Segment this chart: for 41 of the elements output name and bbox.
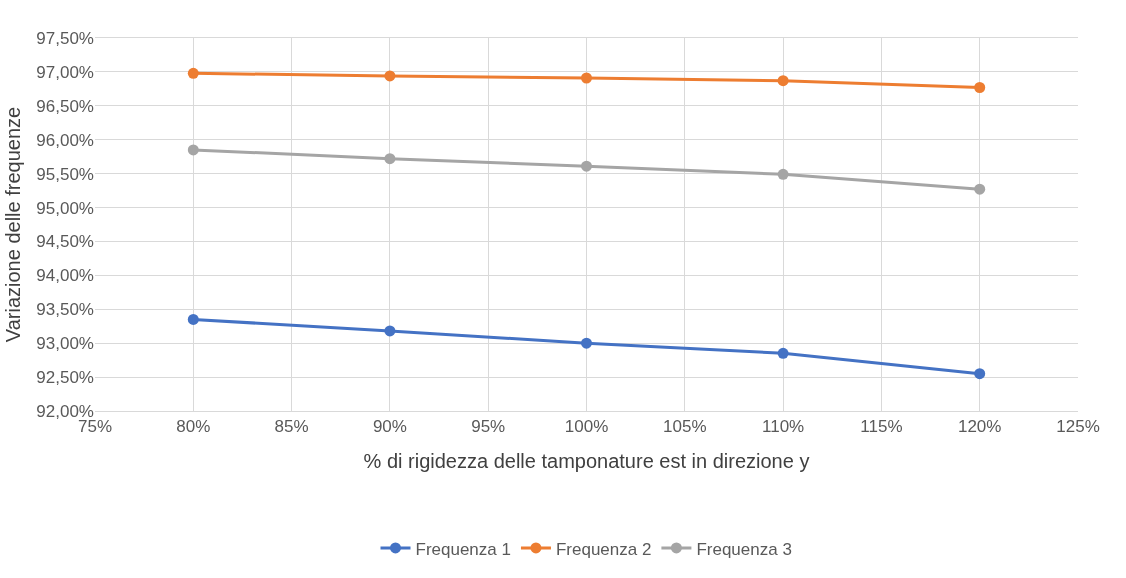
legend-label: Frequenza 3 bbox=[696, 539, 792, 559]
point bbox=[384, 153, 396, 165]
point bbox=[187, 313, 199, 325]
y-tick-label: 95,00% bbox=[36, 198, 94, 218]
point bbox=[974, 82, 986, 94]
point bbox=[384, 70, 396, 82]
y-tick-label: 96,50% bbox=[36, 96, 94, 116]
point bbox=[384, 325, 396, 337]
legend-label: Frequenza 2 bbox=[555, 539, 652, 559]
x-tick-label: 85% bbox=[274, 417, 309, 437]
point bbox=[187, 144, 199, 156]
x-tick-label: 80% bbox=[176, 417, 211, 437]
x-tick-label: 115% bbox=[860, 417, 903, 437]
point bbox=[777, 347, 789, 359]
y-tick-label: 94,00% bbox=[36, 266, 94, 286]
x-axis-title: % di rigidezza delle tamponature est in direzione y bbox=[363, 449, 810, 472]
point bbox=[187, 67, 199, 79]
x-tick-label: 120% bbox=[957, 417, 1002, 437]
x-tick-label: 110% bbox=[761, 417, 805, 437]
point bbox=[974, 368, 986, 380]
y-tick-label: 97,50% bbox=[36, 28, 94, 48]
y-tick-label: 95,50% bbox=[36, 164, 94, 184]
y-tick-label: 92,50% bbox=[36, 368, 94, 388]
point bbox=[777, 75, 789, 87]
point bbox=[581, 72, 592, 84]
y-tick-label: 94,50% bbox=[36, 232, 94, 252]
x-tick-label: 95% bbox=[471, 417, 506, 437]
x-tick-label: 105% bbox=[663, 417, 707, 437]
point bbox=[974, 183, 986, 195]
y-axis-title: Variazione delle frequenze bbox=[1, 106, 24, 343]
x-tick-label: 100% bbox=[564, 417, 609, 437]
point bbox=[777, 168, 789, 180]
point bbox=[581, 337, 592, 349]
y-tick-label: 96,00% bbox=[36, 130, 94, 150]
y-tick-label: 93,50% bbox=[36, 300, 94, 320]
y-tick-label: 93,00% bbox=[36, 334, 94, 354]
x-tick-label: 125% bbox=[1056, 417, 1100, 437]
y-tick-label: 97,00% bbox=[36, 62, 94, 82]
legend-label: Frequenza 1 bbox=[415, 539, 511, 559]
x-tick-label: 90% bbox=[372, 417, 407, 437]
point bbox=[581, 160, 592, 172]
